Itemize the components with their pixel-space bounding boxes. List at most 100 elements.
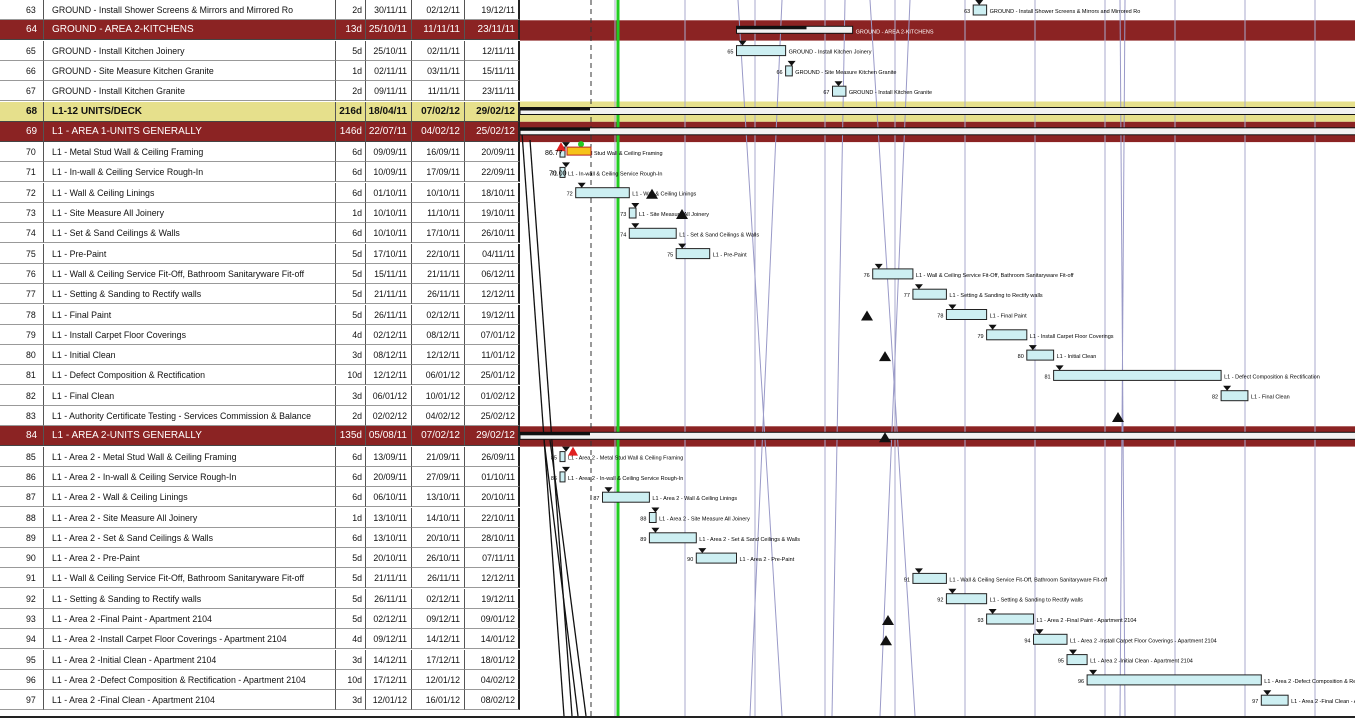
table-row[interactable]: 91 L1 - Wall & Ceiling Service Fit-Off, B… (0, 568, 520, 589)
task-id-label: 81 (1044, 374, 1050, 380)
link-line-dark (549, 439, 587, 716)
table-row[interactable]: 83 L1 - Authority Certificate Testing - S… (0, 406, 520, 426)
table-row[interactable]: 64 GROUND - AREA 2-KITCHENS 13d 25/10/11 11/… (0, 20, 520, 41)
task-bar-label: L1 - Pre-Paint (713, 253, 747, 259)
table-row[interactable]: 74 L1 - Set & Sand Ceilings & Walls 6d 10/1… (0, 223, 520, 244)
table-row[interactable]: 70 L1 - Metal Stud Wall & Ceiling Framing… (0, 142, 520, 163)
task-bar-label: L1 - Install Carpet Floor Coverings (1030, 334, 1114, 340)
cell-late: 11/01/12 (465, 345, 520, 366)
table-row[interactable]: 81 L1 - Defect Composition & Rectificatio… (0, 365, 520, 386)
cell-id: 90 (0, 548, 44, 569)
gantt-chart: 63 GROUND - Install Shower Screens & Mirr… (520, 0, 1355, 716)
cell-dur: 1d (336, 203, 366, 223)
table-row[interactable]: 75 L1 - Pre-Paint 5d 17/10/11 22/10/11 04/11/… (0, 243, 520, 264)
cell-id: 72 (0, 182, 44, 203)
link-arrow-up (861, 310, 873, 321)
cell-late: 29/02/12 (465, 426, 520, 447)
cell-id: 82 (0, 385, 44, 406)
table-row[interactable]: 95 L1 - Area 2 -Initial Clean - Apartment… (0, 649, 520, 670)
cell-late: 18/10/11 (465, 182, 520, 203)
task-id-label: 80 (1018, 354, 1024, 360)
cell-late: 12/12/11 (465, 568, 520, 589)
table-row[interactable]: 66 GROUND - Site Measure Kitchen Granite 1… (0, 60, 520, 81)
table-row[interactable]: 85 L1 - Area 2 - Metal Stud Wall & Ceilin… (0, 446, 520, 467)
cell-id: 67 (0, 81, 44, 102)
cell-dur: 3d (336, 649, 366, 670)
table-row[interactable]: 77 L1 - Setting & Sanding to Rectify wall… (0, 284, 520, 305)
table-row[interactable]: 82 L1 - Final Clean 3d 06/01/12 10/01/12 01/0… (0, 385, 520, 406)
cell-start: 21/11/11 (366, 284, 412, 305)
table-row[interactable]: 76 L1 - Wall & Ceiling Service Fit-Off, B… (0, 263, 520, 284)
table-row[interactable]: 80 L1 - Initial Clean 3d 08/12/11 12/12/11 11… (0, 345, 520, 366)
cell-dur: 2d (336, 406, 366, 426)
table-row[interactable]: 67 GROUND - Install Kitchen Granite 2d 09/1… (0, 81, 520, 102)
cell-dur: 216d (336, 101, 366, 122)
task-bar-label: L1 - Metal Stud Wall & Ceiling Framing (568, 151, 663, 157)
table-row[interactable]: 96 L1 - Area 2 -Defect Composition & Rect… (0, 669, 520, 690)
cell-finish: 07/02/12 (412, 101, 465, 122)
table-row[interactable]: 72 L1 - Wall & Ceiling Linings 6d 01/10/11 1… (0, 182, 520, 203)
table-row[interactable]: 65 GROUND - Install Kitchen Joinery 5d 25/1… (0, 40, 520, 61)
table-row[interactable]: 84 L1 - AREA 2-UNITS GENERALLY 135d 05/08/1… (0, 426, 520, 447)
table-row[interactable]: 94 L1 - Area 2 -Install Carpet Floor Cove… (0, 629, 520, 650)
cell-start: 10/10/11 (366, 223, 412, 244)
cell-late: 07/01/12 (465, 324, 520, 345)
cell-dur: 1d (336, 507, 366, 528)
link-arrow-up (882, 615, 894, 625)
link-line (1119, 0, 1126, 716)
cell-finish: 02/12/11 (412, 304, 465, 325)
cell-start: 21/11/11 (366, 568, 412, 589)
cell-finish: 11/10/11 (412, 203, 465, 223)
table-row[interactable]: 92 L1 - Setting & Sanding to Rectify wall… (0, 588, 520, 609)
cell-id: 71 (0, 162, 44, 183)
table-row[interactable]: 97 L1 - Area 2 -Final Clean - Apartment 2… (0, 690, 520, 711)
table-row[interactable]: 63 GROUND - Install Shower Screens & Mirr… (0, 0, 520, 20)
table-row[interactable]: 87 L1 - Area 2 - Wall & Ceiling Linings 6d… (0, 487, 520, 508)
cell-dur: 4d (336, 629, 366, 650)
task-id-label: 85 (551, 456, 557, 462)
cell-finish: 26/11/11 (412, 284, 465, 305)
predecessor-arrow (678, 243, 687, 249)
table-row[interactable]: 73 L1 - Site Measure All Joinery 1d 10/10/1… (0, 203, 520, 223)
cell-finish: 22/10/11 (412, 243, 465, 264)
cell-start: 12/12/11 (366, 365, 412, 386)
cell-id: 91 (0, 568, 44, 589)
summary-bar (520, 127, 1355, 136)
summary-band (520, 20, 1355, 41)
task-bar-label: L1 - Set & Sand Ceilings & Walls (679, 232, 759, 238)
link-line (749, 0, 783, 716)
task-bar-label: GROUND - Install Kitchen Granite (849, 90, 932, 96)
table-row[interactable]: 68 L1-12 UNITS/DECK 216d 18/04/11 07/02/12 29… (0, 101, 520, 122)
table-row[interactable]: 69 L1 - AREA 1-UNITS GENERALLY 146d 22/07/1… (0, 121, 520, 142)
cell-dur: 3d (336, 385, 366, 406)
task-bar-label: L1 - Area 2 -Defect Composition & Rectif… (1264, 679, 1355, 685)
cell-late: 18/01/12 (465, 649, 520, 670)
cell-late: 12/11/11 (465, 40, 520, 61)
task-bar (1086, 674, 1262, 686)
table-row[interactable]: 79 L1 - Install Carpet Floor Coverings 4d 0… (0, 324, 520, 345)
task-id-label: 82 (1212, 395, 1218, 401)
cell-start: 15/11/11 (366, 263, 412, 284)
cell-finish: 04/02/12 (412, 121, 465, 142)
cell-finish: 17/10/11 (412, 223, 465, 244)
task-bar (736, 45, 787, 57)
cell-name: GROUND - Install Kitchen Granite (44, 81, 336, 102)
cell-finish: 02/12/11 (412, 0, 465, 20)
cell-dur: 1d (336, 60, 366, 81)
task-id-label: 75 (667, 253, 673, 259)
table-row[interactable]: 71 L1 - In-wall & Ceiling Service Rough-I… (0, 162, 520, 183)
cell-dur: 5d (336, 263, 366, 284)
table-row[interactable]: 90 L1 - Area 2 - Pre-Paint 5d 20/10/11 26/10… (0, 548, 520, 569)
table-row[interactable]: 86 L1 - Area 2 - In-wall & Ceiling Servic… (0, 466, 520, 487)
table-row[interactable]: 88 L1 - Area 2 - Site Measure All Joinery… (0, 507, 520, 528)
cell-name: L1 - Defect Composition & Rectification (44, 365, 336, 386)
summary-progress (520, 432, 590, 436)
task-bar (675, 248, 711, 260)
table-row[interactable]: 78 L1 - Final Paint 5d 26/11/11 02/12/11 19/1… (0, 304, 520, 325)
table-row[interactable]: 89 L1 - Area 2 - Set & Sand Ceilings & Wa… (0, 527, 520, 548)
task-bar-label: L1 - In-wall & Ceiling Service Rough-In (568, 171, 662, 177)
predecessor-arrow (631, 203, 640, 208)
cell-finish: 04/02/12 (412, 406, 465, 426)
cell-start: 20/10/11 (366, 548, 412, 569)
table-row[interactable]: 93 L1 - Area 2 -Final Paint - Apartment 2… (0, 609, 520, 629)
